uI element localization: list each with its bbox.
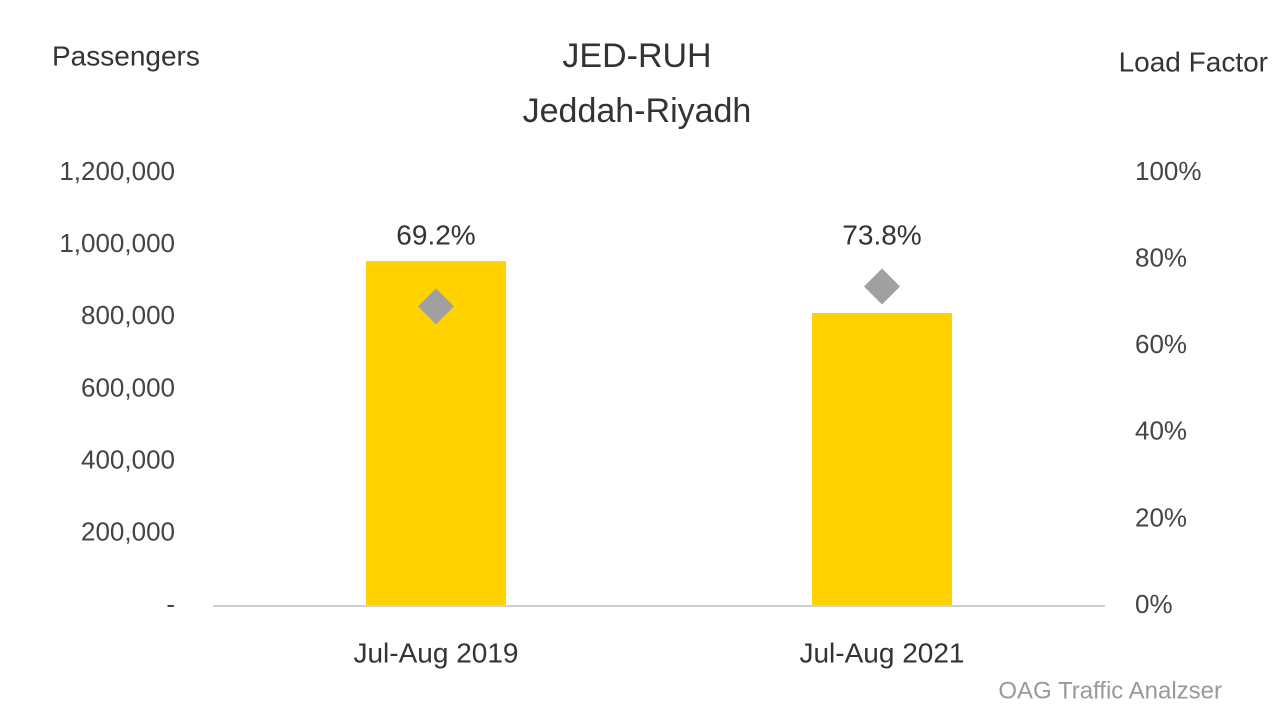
- data-label: 73.8%: [842, 219, 921, 250]
- chart-subtitle: Jeddah-Riyadh: [523, 92, 752, 130]
- y-tick-label: -: [166, 589, 175, 619]
- y-tick-label: 600,000: [81, 372, 175, 402]
- x-tick-label: Jul-Aug 2019: [353, 637, 518, 668]
- y-tick-label: 200,000: [81, 517, 175, 547]
- y2-tick-label: 40%: [1135, 416, 1187, 446]
- data-label: 69.2%: [396, 219, 475, 250]
- y-tick-label: 800,000: [81, 300, 175, 330]
- source-note: OAG Traffic Analzser: [998, 677, 1222, 704]
- y2-tick-label: 80%: [1135, 242, 1187, 272]
- line-marker: [418, 288, 454, 325]
- bar: [811, 313, 953, 606]
- x-tick-label: Jul-Aug 2021: [799, 637, 964, 668]
- y2-tick-label: 60%: [1135, 329, 1187, 359]
- chart-title: JED-RUH: [562, 37, 711, 75]
- y-axis-title: Passengers: [52, 40, 200, 71]
- line-marker: [864, 268, 900, 305]
- y2-axis-title: Load Factor: [1119, 46, 1268, 77]
- y-tick-label: 400,000: [81, 445, 175, 475]
- y2-tick-label: 20%: [1135, 502, 1187, 532]
- y-tick-label: 1,200,000: [59, 156, 175, 186]
- y-tick-label: 1,000,000: [59, 228, 175, 258]
- y2-tick-label: 100%: [1135, 156, 1202, 186]
- y2-tick-label: 0%: [1135, 589, 1173, 619]
